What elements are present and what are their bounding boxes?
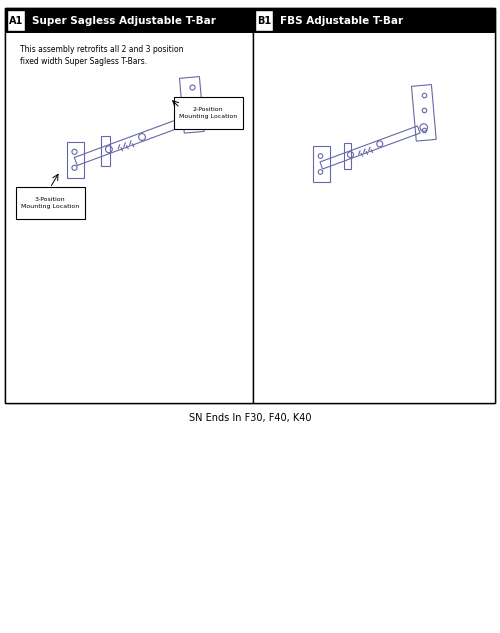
Text: SN Ends In F30, F40, K40: SN Ends In F30, F40, K40 bbox=[189, 413, 311, 423]
Bar bbox=[255, 10, 273, 31]
Bar bbox=[7, 10, 25, 31]
Bar bbox=[5, 8, 253, 33]
Bar bbox=[253, 8, 495, 33]
FancyBboxPatch shape bbox=[174, 97, 243, 129]
Bar bbox=[5, 8, 253, 403]
Bar bbox=[253, 8, 495, 403]
Bar bbox=[5, 8, 495, 403]
Text: FBS Adjustable T-Bar: FBS Adjustable T-Bar bbox=[280, 15, 403, 25]
Text: B1: B1 bbox=[257, 15, 271, 25]
Text: Super Sagless Adjustable T-Bar: Super Sagless Adjustable T-Bar bbox=[32, 15, 216, 25]
Text: This assembly retrofits all 2 and 3 position
fixed width Super Sagless T-Bars.: This assembly retrofits all 2 and 3 posi… bbox=[20, 45, 184, 66]
Text: A1: A1 bbox=[9, 15, 23, 25]
Text: 3-Position
Mounting Location: 3-Position Mounting Location bbox=[21, 197, 79, 209]
FancyBboxPatch shape bbox=[16, 187, 85, 219]
Text: 2-Position
Mounting Location: 2-Position Mounting Location bbox=[179, 108, 237, 118]
